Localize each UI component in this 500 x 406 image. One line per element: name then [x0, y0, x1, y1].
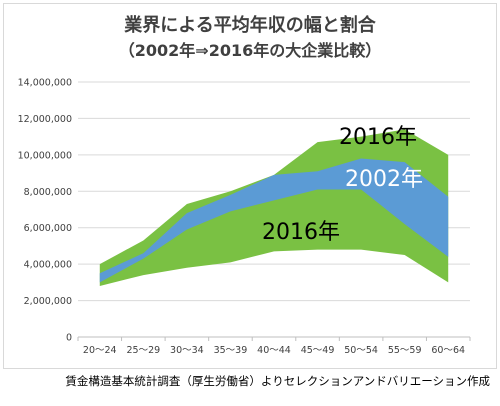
x-tick-label: 60～64 — [431, 345, 465, 356]
y-tick-label: 6,000,000 — [24, 223, 72, 234]
x-tick-label: 45～49 — [301, 345, 335, 356]
chart-subtitle: （2002年⇒2016年の大企業比較） — [118, 41, 382, 60]
x-tick-label: 50～54 — [344, 345, 378, 356]
source-note: 賃金構造基本統計調査（厚生労働省）よりセレクションアンドバリエーション作成 — [65, 374, 490, 388]
band-2002年 — [99, 158, 449, 283]
series-annotation: 2016年 — [339, 125, 417, 150]
y-tick-label: 14,000,000 — [18, 78, 72, 89]
chart-title: 業界による平均年収の幅と割合 — [124, 15, 376, 36]
x-tick-label: 40～44 — [257, 345, 291, 356]
x-tick-label: 55～59 — [388, 345, 422, 356]
x-tick-label: 30～34 — [170, 345, 204, 356]
y-tick-label: 4,000,000 — [24, 260, 72, 271]
y-tick-label: 12,000,000 — [18, 114, 72, 125]
y-tick-label: 8,000,000 — [24, 187, 72, 198]
x-tick-label: 35～39 — [214, 345, 248, 356]
y-tick-label: 10,000,000 — [18, 150, 72, 161]
series-annotation: 2016年 — [262, 220, 340, 245]
x-tick-label: 25～29 — [126, 345, 160, 356]
series-annotation: 2002年 — [345, 167, 423, 192]
x-tick-label: 20～24 — [83, 345, 117, 356]
y-tick-label: 2,000,000 — [24, 296, 72, 307]
y-tick-label: 0 — [66, 333, 72, 344]
